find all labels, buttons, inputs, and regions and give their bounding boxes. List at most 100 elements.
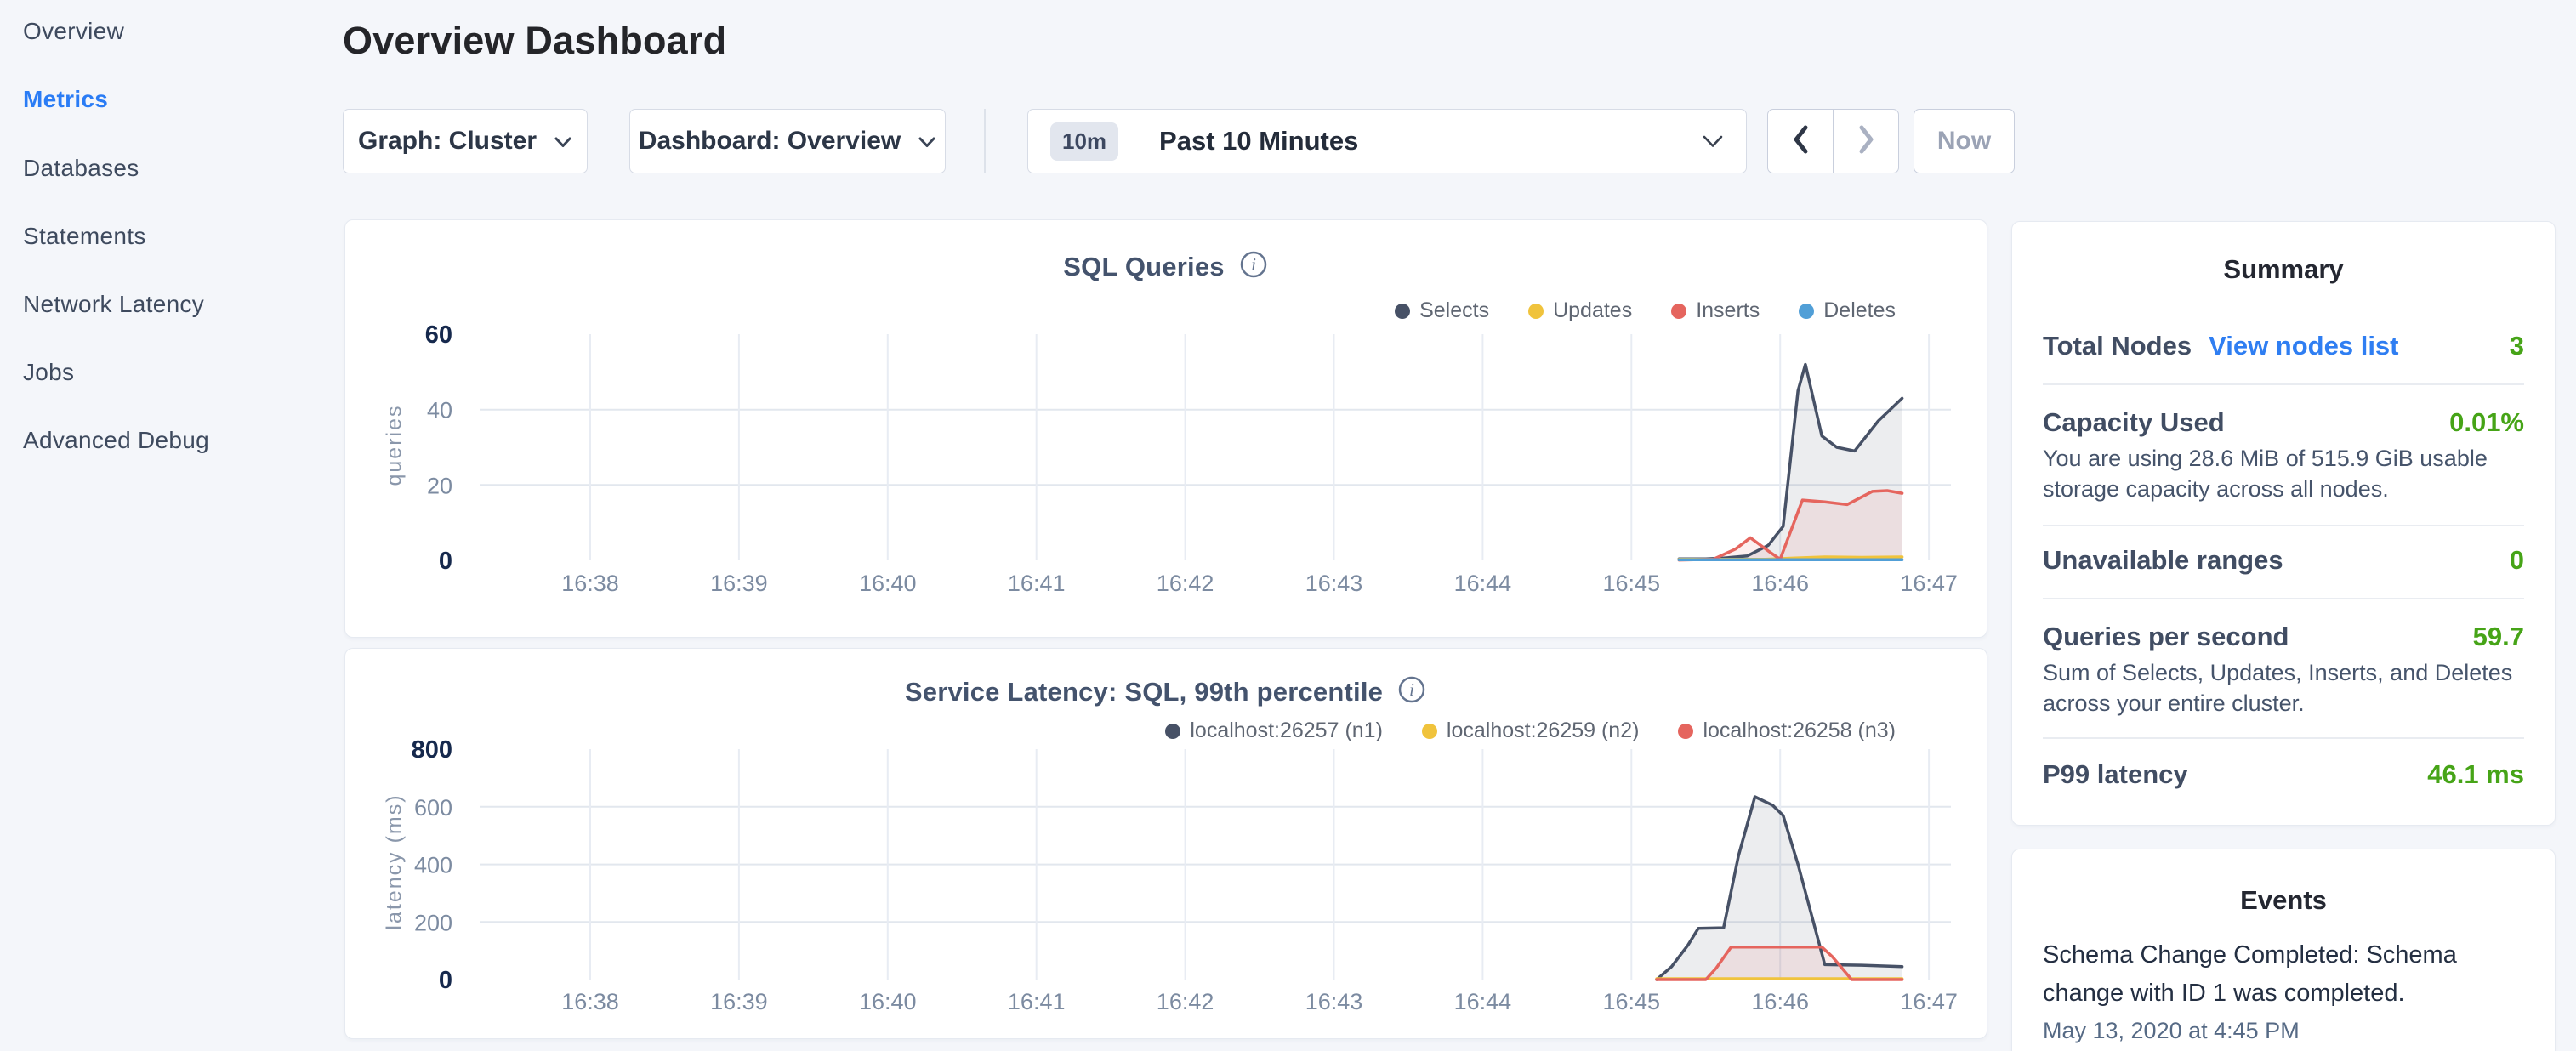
summary-row-p99: P99 latency 46.1 ms xyxy=(2043,759,2524,790)
y-tick-label: 60 xyxy=(425,321,452,349)
sql-queries-chart[interactable]: 16:38 16:39 16:40 16:41 16:42 16:43 16:44 16:45… xyxy=(345,220,1988,639)
legend-label: localhost:26258 (n3) xyxy=(1703,719,1896,742)
x-tick-label: 16:39 xyxy=(710,571,768,596)
summary-row-unavailable-ranges: Unavailable ranges 0 xyxy=(2043,545,2524,576)
legend-label: Deletes xyxy=(1823,298,1896,322)
info-icon[interactable]: i xyxy=(1396,674,1427,709)
x-tick-label: 16:44 xyxy=(1454,571,1512,596)
y-tick-label: 800 xyxy=(412,736,452,764)
graph-dropdown[interactable]: Graph: Cluster xyxy=(343,109,588,173)
x-tick-label: 16:45 xyxy=(1603,989,1661,1014)
header-divider xyxy=(984,109,986,173)
chevron-right-icon xyxy=(1858,124,1874,159)
x-tick-label: 16:46 xyxy=(1751,989,1809,1014)
legend-label: Inserts xyxy=(1696,298,1760,322)
summary-row-capacity: Capacity Used 0.01% xyxy=(2043,407,2524,438)
next-time-button[interactable] xyxy=(1833,110,1898,173)
legend-item-deletes: Deletes xyxy=(1799,298,1896,323)
events-title: Events xyxy=(2240,885,2327,915)
y-tick-label: 200 xyxy=(414,910,452,935)
chart-title: Service Latency: SQL, 99th percentile xyxy=(904,676,1384,707)
y-axis-label: queries xyxy=(382,404,407,486)
legend-dot-icon xyxy=(1671,303,1687,319)
x-tick-label: 16:46 xyxy=(1751,571,1809,596)
y-axis-label: latency (ms) xyxy=(382,793,407,930)
x-tick-label: 16:45 xyxy=(1603,571,1661,596)
series-area-localhost-26258-n3- xyxy=(1657,946,1902,980)
sql-queries-chart-card: 16:38 16:39 16:40 16:41 16:42 16:43 16:44 16:45… xyxy=(344,219,1987,638)
legend-dot-icon xyxy=(1395,303,1411,319)
sidebar-item-jobs[interactable]: Jobs xyxy=(23,359,75,385)
chart-legend: localhost:26257 (n1) localhost:26259 (n2)… xyxy=(1165,719,1896,743)
svg-text:i: i xyxy=(1251,254,1256,275)
legend-item-inserts: Inserts xyxy=(1671,298,1760,323)
graph-dropdown-label: Graph: Cluster xyxy=(357,127,537,155)
legend-item-localhost-26259-n2-: localhost:26259 (n2) xyxy=(1421,719,1640,743)
y-tick-label: 600 xyxy=(414,795,452,821)
legend-item-localhost-26257-n1-: localhost:26257 (n1) xyxy=(1165,719,1383,743)
x-tick-label: 16:47 xyxy=(1900,571,1958,596)
summary-divider xyxy=(2043,598,2524,599)
sidebar-item-databases[interactable]: Databases xyxy=(23,155,139,181)
legend-dot-icon xyxy=(1799,303,1815,319)
info-icon[interactable]: i xyxy=(1238,249,1269,284)
capacity-used-value: 0.01% xyxy=(2449,407,2524,437)
capacity-description: You are using 28.6 MiB of 515.9 GiB usab… xyxy=(2043,446,2488,502)
time-step-buttons xyxy=(1767,109,1899,173)
dashboard-dropdown-label: Dashboard: Overview xyxy=(638,127,901,155)
series-line-inserts xyxy=(1677,489,1904,562)
unavailable-ranges-label: Unavailable ranges xyxy=(2043,545,2283,575)
svg-text:i: i xyxy=(1409,679,1414,700)
event-item[interactable]: Schema Change Completed: Schema change w… xyxy=(2043,941,2457,1007)
chart-legend: Selects Updates Inserts Deletes xyxy=(1395,298,1896,323)
sidebar-item-metrics[interactable]: Metrics xyxy=(23,86,109,112)
dashboard-dropdown[interactable]: Dashboard: Overview xyxy=(629,109,946,173)
legend-label: localhost:26259 (n2) xyxy=(1446,719,1640,742)
series-line-localhost-26257-n1- xyxy=(1655,795,1904,981)
y-tick-label: 20 xyxy=(427,473,452,498)
unavailable-ranges-value: 0 xyxy=(2509,545,2524,575)
x-tick-label: 16:43 xyxy=(1305,571,1363,596)
x-tick-label: 16:47 xyxy=(1900,989,1958,1014)
chevron-down-icon xyxy=(1702,127,1724,156)
y-tick-label: 0 xyxy=(439,548,452,575)
x-tick-label: 16:41 xyxy=(1008,989,1066,1014)
service-latency-chart[interactable]: 16:38 16:39 16:40 16:41 16:42 16:43 16:44 16:45… xyxy=(345,649,1988,1040)
summary-divider xyxy=(2043,525,2524,526)
total-nodes-value: 3 xyxy=(2509,331,2524,361)
legend-dot-icon xyxy=(1678,723,1694,739)
capacity-used-label: Capacity Used xyxy=(2043,407,2225,437)
time-range-label: Past 10 Minutes xyxy=(1159,126,1359,156)
x-tick-label: 16:39 xyxy=(710,989,768,1014)
sidebar-item-advanced-debug[interactable]: Advanced Debug xyxy=(23,427,210,453)
qps-description: Sum of Selects, Updates, Inserts, and De… xyxy=(2043,660,2513,716)
legend-label: Selects xyxy=(1419,298,1490,322)
x-tick-label: 16:42 xyxy=(1157,989,1214,1014)
p99-latency-value: 46.1 ms xyxy=(2427,759,2524,789)
x-tick-label: 16:44 xyxy=(1454,989,1512,1014)
time-range-dropdown[interactable]: 10m Past 10 Minutes xyxy=(1027,109,1747,173)
events-panel: Events Schema Change Completed: Schema c… xyxy=(2011,849,2556,1051)
sidebar-item-overview[interactable]: Overview xyxy=(23,18,125,44)
chevron-down-icon xyxy=(554,127,572,156)
view-nodes-list-link[interactable]: View nodes list xyxy=(2209,331,2399,361)
prev-time-button[interactable] xyxy=(1768,110,1833,173)
summary-title: Summary xyxy=(2223,254,2344,284)
summary-row-total-nodes: Total Nodes View nodes list 3 xyxy=(2043,331,2524,361)
sidebar-item-network-latency[interactable]: Network Latency xyxy=(23,291,205,317)
x-tick-label: 16:38 xyxy=(561,571,619,596)
legend-label: Updates xyxy=(1553,298,1633,322)
total-nodes-label: Total Nodes xyxy=(2043,331,2192,361)
now-button[interactable]: Now xyxy=(1914,109,2015,173)
series-line-localhost-26258-n3- xyxy=(1655,945,1904,981)
summary-divider xyxy=(2043,737,2524,739)
y-tick-label: 400 xyxy=(414,853,452,878)
legend-item-selects: Selects xyxy=(1395,298,1489,323)
sidebar: Overview Metrics Databases Statements Ne… xyxy=(0,0,340,1051)
y-tick-label: 40 xyxy=(427,398,452,423)
page-title: Overview Dashboard xyxy=(343,19,727,62)
time-range-badge: 10m xyxy=(1050,122,1119,161)
legend-dot-icon xyxy=(1528,303,1544,319)
sidebar-item-statements[interactable]: Statements xyxy=(23,223,146,249)
